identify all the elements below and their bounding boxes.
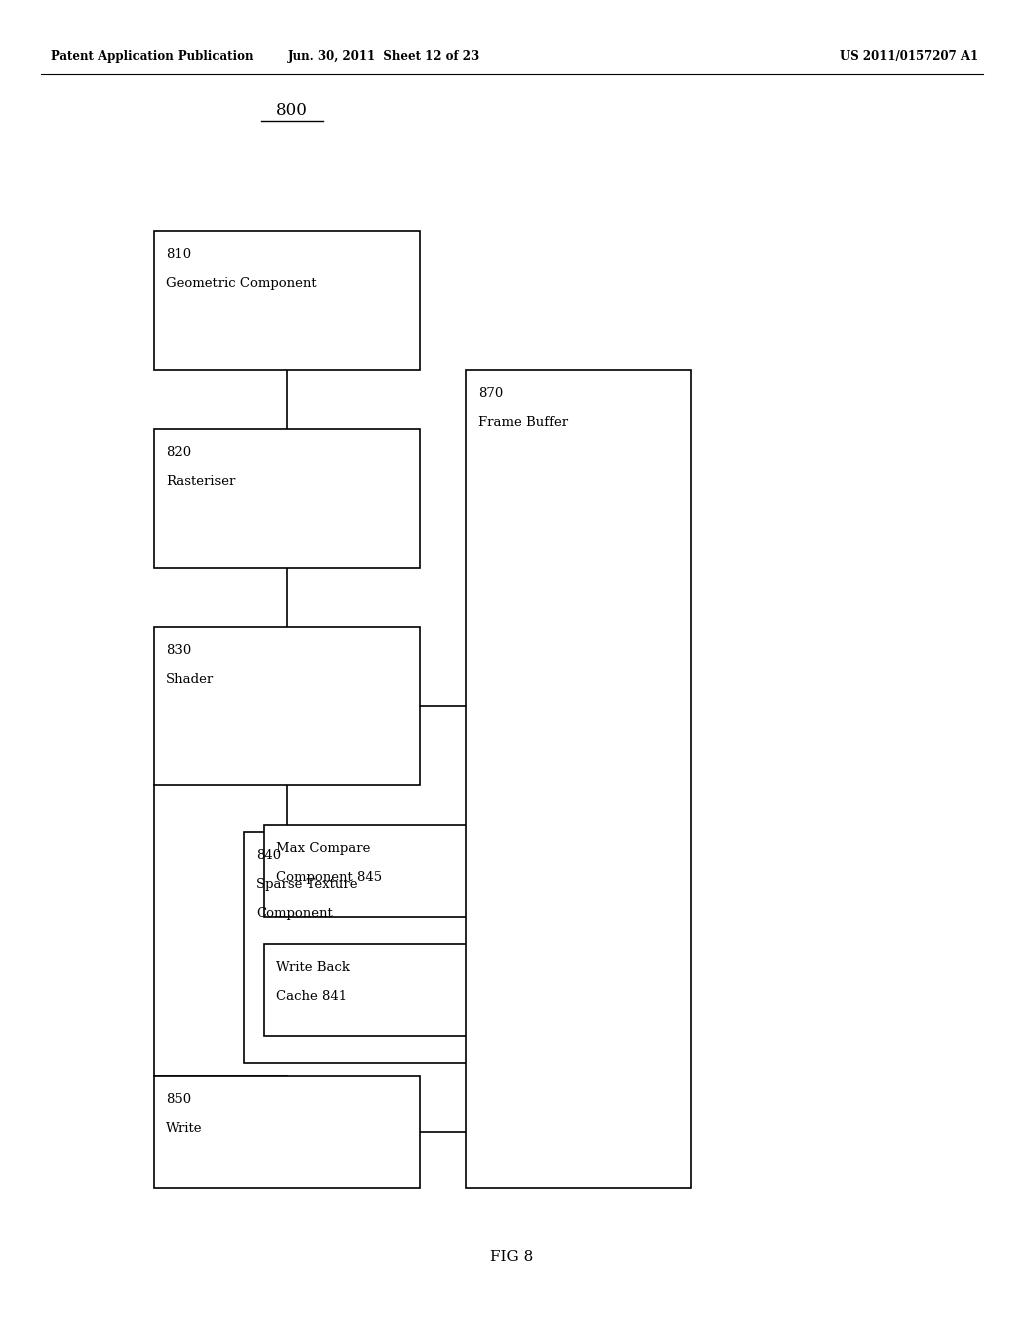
Text: Write: Write xyxy=(166,1122,203,1135)
Text: Max Compare: Max Compare xyxy=(276,842,371,855)
FancyBboxPatch shape xyxy=(154,1076,420,1188)
Text: 850: 850 xyxy=(166,1093,191,1106)
FancyBboxPatch shape xyxy=(264,944,479,1036)
Text: Sparse Texture: Sparse Texture xyxy=(256,878,357,891)
Text: 810: 810 xyxy=(166,248,191,261)
Text: Geometric Component: Geometric Component xyxy=(166,277,316,290)
Text: Rasteriser: Rasteriser xyxy=(166,475,236,488)
FancyBboxPatch shape xyxy=(154,231,420,370)
Text: Write Back: Write Back xyxy=(276,961,350,974)
Text: 830: 830 xyxy=(166,644,191,657)
Text: 840: 840 xyxy=(256,849,282,862)
Text: Component 845: Component 845 xyxy=(276,871,383,884)
Text: Component: Component xyxy=(256,907,333,920)
FancyBboxPatch shape xyxy=(154,429,420,568)
FancyBboxPatch shape xyxy=(264,825,479,917)
FancyBboxPatch shape xyxy=(466,370,691,1188)
Text: Cache 841: Cache 841 xyxy=(276,990,347,1003)
FancyBboxPatch shape xyxy=(244,832,505,1063)
Text: FIG 8: FIG 8 xyxy=(490,1250,534,1263)
Text: US 2011/0157207 A1: US 2011/0157207 A1 xyxy=(840,50,978,63)
Text: 820: 820 xyxy=(166,446,191,459)
Text: 800: 800 xyxy=(275,102,308,119)
Text: Frame Buffer: Frame Buffer xyxy=(478,416,568,429)
Text: Jun. 30, 2011  Sheet 12 of 23: Jun. 30, 2011 Sheet 12 of 23 xyxy=(288,50,480,63)
Text: 870: 870 xyxy=(478,387,504,400)
FancyBboxPatch shape xyxy=(154,627,420,785)
Text: Shader: Shader xyxy=(166,673,214,686)
Text: Patent Application Publication: Patent Application Publication xyxy=(51,50,254,63)
